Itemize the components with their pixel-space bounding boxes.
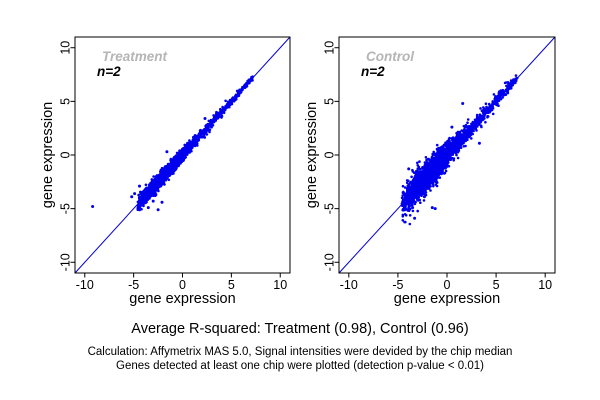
x-tick-label: 5 <box>493 278 500 292</box>
x-tick-label: 0 <box>444 278 451 292</box>
n-annotation-treatment: n=2 <box>97 64 121 79</box>
x-tick-label: 10 <box>273 278 287 292</box>
y-tick-label: 5 <box>322 98 336 105</box>
outlier-points-treatment <box>91 78 254 212</box>
scatter-points-treatment <box>136 75 255 212</box>
y-tick-label: 0 <box>322 151 336 158</box>
y-axis-label-treatment: gene expression <box>40 102 56 208</box>
caption-calculation: Calculation: Affymetrix MAS 5.0, Signal … <box>87 346 513 358</box>
panel-treatment: -10 -5 0 5 10 -10 -5 0 5 10 gene expression gene ex… <box>40 36 291 307</box>
panel-title-control: Control <box>366 49 414 64</box>
x-axis-label-control: gene expression <box>394 291 500 307</box>
y-tick-label: 10 <box>322 41 336 55</box>
x-tick-label: 10 <box>538 278 552 292</box>
y-tick-label: 10 <box>58 41 72 55</box>
x-tick-label: -5 <box>392 278 403 292</box>
n-annotation-control: n=2 <box>361 64 385 79</box>
y-tick-label: 5 <box>58 98 72 105</box>
caption-detection: Genes detected at least one chip were pl… <box>116 360 484 372</box>
x-axis-label-treatment: gene expression <box>129 291 235 307</box>
x-tick-label: -5 <box>128 278 139 292</box>
scatter-plots-canvas: -10 -5 0 5 10 -10 -5 0 5 10 gene expression gene ex… <box>40 36 556 307</box>
x-tick-label: -10 <box>340 278 358 292</box>
y-tick-label: -5 <box>322 203 336 214</box>
x-tick-label: 5 <box>228 278 235 292</box>
x-tick-label: 0 <box>179 278 186 292</box>
y-tick-label: -5 <box>58 203 72 214</box>
outlier-points-control <box>407 79 514 220</box>
y-tick-label: 0 <box>58 151 72 158</box>
caption-r-squared: Average R-squared: Treatment (0.98), Con… <box>131 321 469 337</box>
scatter-points-control <box>400 74 519 226</box>
y-tick-label: -10 <box>58 253 72 271</box>
y-tick-label: -10 <box>322 253 336 271</box>
panel-control: -10 -5 0 5 10 -10 -5 0 5 10 gene expression gene ex… <box>304 36 556 307</box>
panel-title-treatment: Treatment <box>102 49 168 64</box>
y-axis-label-control: gene expression <box>304 102 320 208</box>
x-tick-label: -10 <box>76 278 94 292</box>
